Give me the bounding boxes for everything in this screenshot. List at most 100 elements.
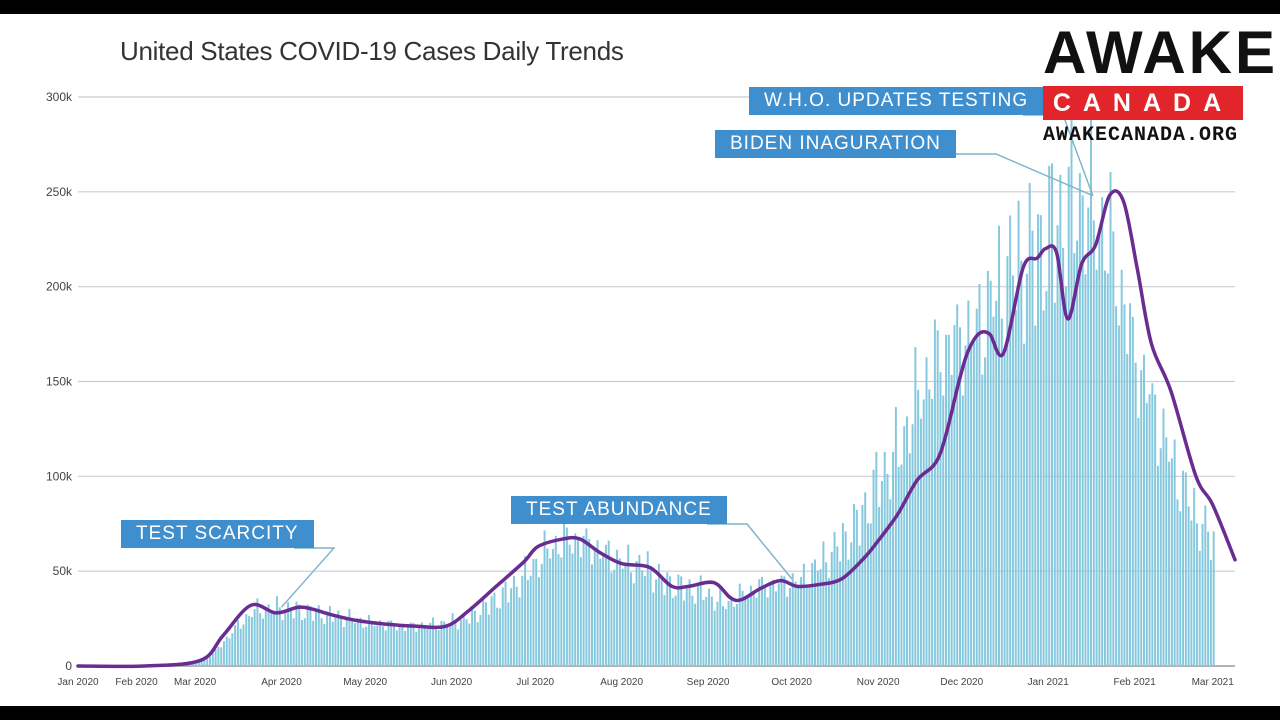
daily-bar — [632, 583, 635, 666]
daily-bar — [476, 622, 479, 666]
daily-bar — [457, 629, 460, 666]
daily-bar — [998, 225, 1001, 666]
daily-bar — [655, 579, 658, 666]
daily-bar — [234, 625, 237, 666]
daily-bar — [894, 407, 897, 666]
y-tick-label: 200k — [46, 280, 73, 294]
daily-bar — [437, 630, 440, 666]
daily-bar — [942, 395, 945, 666]
daily-bar — [342, 627, 345, 666]
daily-bar — [526, 579, 529, 666]
daily-bar — [1056, 225, 1059, 666]
daily-bar — [498, 608, 501, 666]
daily-bar — [365, 626, 368, 666]
daily-bar — [961, 395, 964, 666]
daily-bar — [1017, 200, 1020, 666]
daily-bar — [1020, 260, 1023, 666]
daily-bar — [1159, 448, 1162, 666]
x-tick-label: Mar 2020 — [174, 677, 217, 688]
daily-bar — [657, 563, 660, 666]
daily-bar — [468, 623, 471, 666]
daily-bar — [825, 562, 828, 666]
daily-bar — [571, 553, 574, 666]
daily-bar — [758, 579, 761, 666]
daily-bar — [630, 572, 633, 666]
daily-bar — [802, 563, 805, 666]
x-tick-label: Apr 2020 — [261, 677, 302, 688]
daily-bar — [696, 584, 699, 666]
daily-bar — [1034, 325, 1037, 666]
daily-bar — [794, 581, 797, 666]
daily-bar — [1209, 560, 1212, 666]
daily-bar — [574, 533, 577, 666]
daily-bar — [289, 609, 292, 666]
y-tick-label: 50k — [53, 564, 73, 578]
daily-bar — [1137, 417, 1140, 666]
daily-bar — [607, 540, 610, 666]
daily-bar — [646, 551, 649, 666]
daily-bar — [744, 599, 747, 666]
daily-bar — [660, 576, 663, 666]
logo-url: AWAKECANADA.ORG — [1043, 124, 1239, 147]
daily-bar — [490, 596, 493, 666]
daily-bar — [362, 627, 365, 666]
x-tick-label: Feb 2020 — [115, 677, 158, 688]
daily-bar — [805, 586, 808, 666]
daily-bar — [225, 636, 228, 666]
daily-bar — [565, 527, 568, 666]
annotation-leader-line — [280, 547, 336, 608]
daily-bar — [1168, 461, 1171, 666]
daily-bar — [1176, 499, 1179, 666]
daily-bar — [465, 619, 468, 666]
daily-bar — [797, 584, 800, 666]
daily-bar — [1131, 316, 1134, 666]
daily-bar — [1123, 304, 1126, 666]
daily-bar — [370, 620, 373, 666]
daily-bar — [281, 620, 284, 666]
daily-bar — [730, 595, 733, 666]
daily-bar — [833, 531, 836, 666]
x-tick-label: Nov 2020 — [857, 677, 900, 688]
y-tick-label: 0 — [65, 659, 72, 673]
daily-bar — [939, 372, 942, 666]
daily-bar — [1045, 290, 1048, 666]
daily-bar — [351, 621, 354, 666]
daily-bar — [1212, 531, 1215, 666]
daily-bar — [524, 556, 527, 666]
daily-bar — [303, 618, 306, 666]
daily-bar — [1187, 506, 1190, 666]
daily-bar — [1039, 215, 1042, 666]
x-tick-label: May 2020 — [343, 677, 387, 688]
daily-bar — [189, 664, 192, 666]
daily-bar — [373, 625, 376, 666]
daily-bar — [975, 308, 978, 666]
annotation-test-abundance: TEST ABUNDANCE — [511, 496, 727, 524]
x-tick-label: Feb 2021 — [1114, 677, 1157, 688]
daily-bar — [563, 522, 566, 666]
awake-canada-logo: AWAKE CANADA AWAKECANADA.ORG — [1043, 22, 1275, 147]
daily-bar — [836, 546, 839, 666]
daily-bar — [236, 620, 239, 666]
daily-bar — [786, 596, 789, 666]
daily-bar — [827, 577, 830, 666]
x-tick-label: Aug 2020 — [600, 677, 643, 688]
daily-bar — [691, 595, 694, 666]
logo-banner: CANADA — [1043, 86, 1243, 120]
daily-bar — [694, 603, 697, 666]
daily-bar — [256, 598, 259, 666]
daily-bar — [579, 557, 582, 666]
daily-bar — [1165, 437, 1168, 666]
daily-bar — [345, 619, 348, 666]
daily-bar — [560, 557, 563, 666]
daily-bar — [264, 606, 267, 666]
daily-bar — [1182, 470, 1185, 666]
line-series — [76, 189, 1237, 669]
daily-bar — [203, 657, 206, 666]
daily-bar — [866, 523, 869, 666]
chart-plot: 0 50k 100k 150k 200k 250k 300k Jan 2020 Feb 2020… — [46, 90, 1237, 688]
daily-bar — [1014, 309, 1017, 666]
daily-bar — [222, 641, 225, 666]
daily-bar — [518, 597, 521, 666]
daily-bar — [379, 620, 382, 666]
daily-bar — [1095, 269, 1098, 666]
